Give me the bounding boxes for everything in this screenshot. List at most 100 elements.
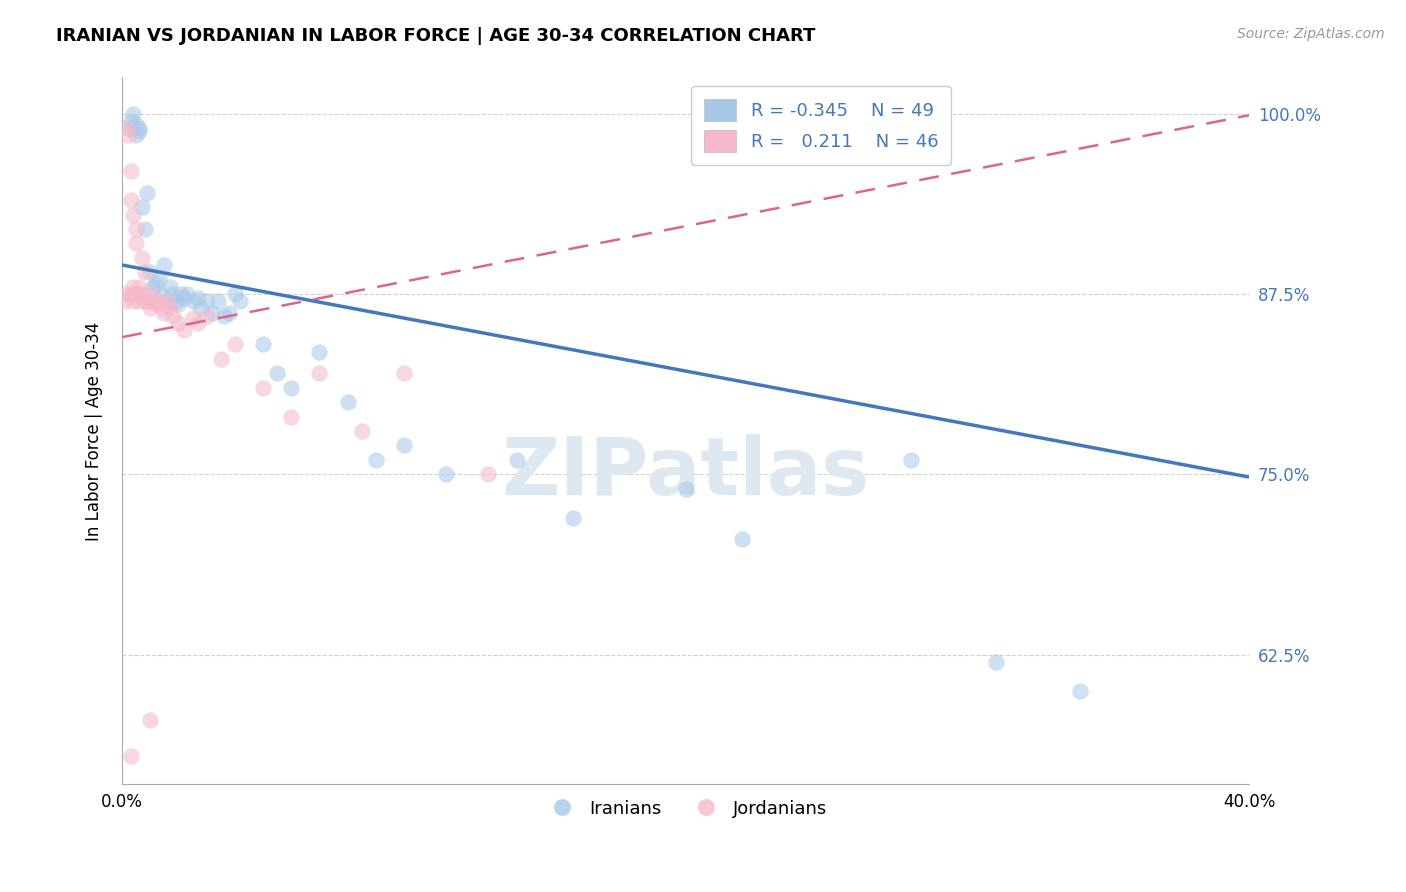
Point bbox=[187, 316, 209, 330]
Point bbox=[134, 294, 156, 309]
Point bbox=[122, 106, 145, 120]
Point bbox=[128, 124, 150, 138]
Point bbox=[148, 272, 170, 286]
Point bbox=[153, 305, 176, 319]
Point bbox=[120, 286, 142, 301]
Point bbox=[150, 301, 173, 316]
Point bbox=[224, 286, 246, 301]
Text: Source: ZipAtlas.com: Source: ZipAtlas.com bbox=[1237, 27, 1385, 41]
Point bbox=[224, 337, 246, 351]
Point bbox=[505, 452, 527, 467]
Text: ZIPatlas: ZIPatlas bbox=[502, 434, 870, 512]
Point bbox=[125, 286, 148, 301]
Point bbox=[173, 323, 195, 337]
Point bbox=[181, 294, 204, 309]
Point bbox=[187, 291, 209, 305]
Point bbox=[120, 120, 142, 135]
Point bbox=[266, 366, 288, 380]
Point bbox=[167, 316, 190, 330]
Point bbox=[120, 164, 142, 178]
Point bbox=[122, 279, 145, 293]
Point bbox=[218, 305, 240, 319]
Point bbox=[125, 236, 148, 251]
Point bbox=[195, 294, 218, 309]
Point bbox=[170, 286, 193, 301]
Point bbox=[392, 438, 415, 452]
Point bbox=[125, 118, 148, 132]
Point bbox=[136, 186, 159, 200]
Point bbox=[229, 294, 252, 309]
Point bbox=[136, 294, 159, 309]
Point bbox=[252, 381, 274, 395]
Point bbox=[392, 366, 415, 380]
Point bbox=[195, 309, 218, 323]
Point bbox=[477, 467, 499, 482]
Point bbox=[134, 265, 156, 279]
Point bbox=[134, 222, 156, 236]
Point bbox=[201, 305, 224, 319]
Point bbox=[139, 301, 162, 316]
Point bbox=[139, 713, 162, 727]
Point bbox=[156, 294, 179, 309]
Point bbox=[207, 294, 229, 309]
Point bbox=[114, 294, 136, 309]
Point bbox=[280, 409, 302, 424]
Point bbox=[159, 301, 181, 316]
Point bbox=[142, 279, 165, 293]
Point bbox=[173, 291, 195, 305]
Point bbox=[280, 381, 302, 395]
Point bbox=[145, 297, 167, 311]
Point bbox=[209, 351, 232, 366]
Point bbox=[675, 482, 697, 496]
Point bbox=[131, 200, 153, 214]
Point bbox=[364, 452, 387, 467]
Point bbox=[212, 309, 235, 323]
Point bbox=[159, 279, 181, 293]
Point bbox=[984, 655, 1007, 669]
Text: IRANIAN VS JORDANIAN IN LABOR FORCE | AGE 30-34 CORRELATION CHART: IRANIAN VS JORDANIAN IN LABOR FORCE | AG… bbox=[56, 27, 815, 45]
Point bbox=[125, 128, 148, 143]
Point bbox=[900, 452, 922, 467]
Point bbox=[148, 294, 170, 309]
Legend: Iranians, Jordanians: Iranians, Jordanians bbox=[537, 792, 835, 825]
Point bbox=[165, 294, 187, 309]
Point bbox=[142, 294, 165, 309]
Point bbox=[181, 311, 204, 326]
Point bbox=[176, 286, 198, 301]
Point bbox=[131, 286, 153, 301]
Point bbox=[145, 277, 167, 291]
Point bbox=[562, 510, 585, 524]
Y-axis label: In Labor Force | Age 30-34: In Labor Force | Age 30-34 bbox=[86, 321, 103, 541]
Point bbox=[153, 258, 176, 272]
Point bbox=[1069, 683, 1091, 698]
Point bbox=[139, 286, 162, 301]
Point bbox=[350, 424, 373, 438]
Point bbox=[117, 120, 139, 135]
Point bbox=[128, 286, 150, 301]
Point bbox=[122, 207, 145, 221]
Point bbox=[731, 532, 754, 546]
Point bbox=[117, 128, 139, 143]
Point bbox=[114, 286, 136, 301]
Point bbox=[131, 251, 153, 265]
Point bbox=[128, 279, 150, 293]
Point bbox=[150, 286, 173, 301]
Point bbox=[252, 337, 274, 351]
Point bbox=[162, 309, 184, 323]
Point bbox=[128, 120, 150, 135]
Point bbox=[308, 344, 330, 359]
Point bbox=[120, 748, 142, 763]
Point bbox=[120, 113, 142, 128]
Point bbox=[336, 395, 359, 409]
Point bbox=[167, 297, 190, 311]
Point bbox=[308, 366, 330, 380]
Point bbox=[162, 286, 184, 301]
Point bbox=[190, 301, 212, 316]
Point bbox=[120, 193, 142, 207]
Point bbox=[156, 294, 179, 309]
Point bbox=[125, 222, 148, 236]
Point bbox=[122, 294, 145, 309]
Point bbox=[128, 294, 150, 309]
Point bbox=[434, 467, 457, 482]
Point bbox=[139, 265, 162, 279]
